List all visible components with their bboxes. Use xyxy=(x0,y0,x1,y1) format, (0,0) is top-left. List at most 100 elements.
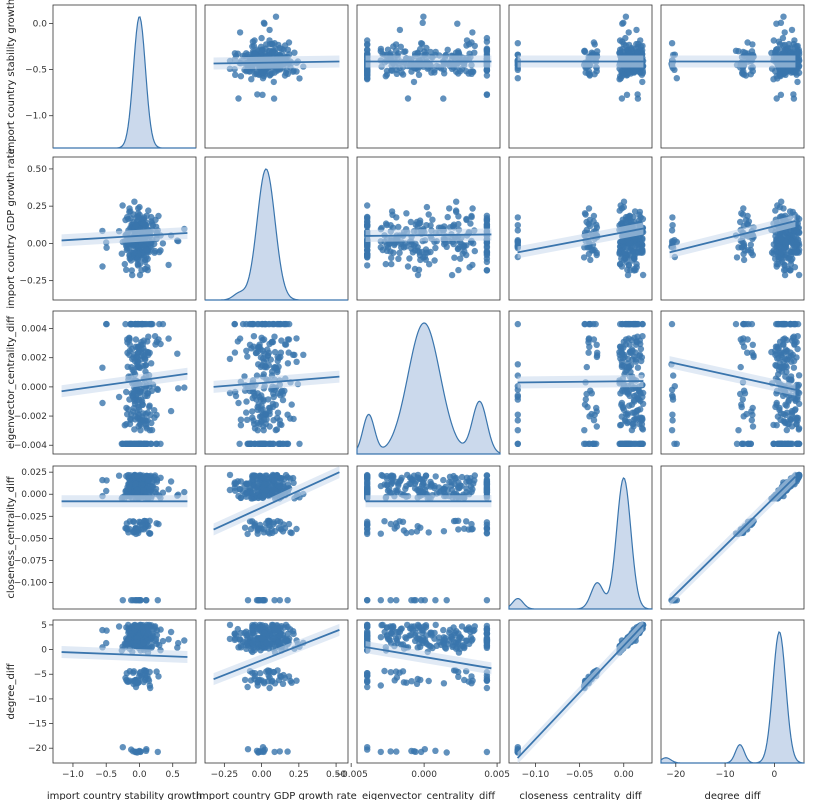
scatter-point xyxy=(414,271,422,279)
scatter-point xyxy=(99,476,106,484)
scatter-point xyxy=(468,212,475,220)
scatter-point xyxy=(590,336,598,343)
scatter-point xyxy=(581,210,589,217)
scatter-point xyxy=(254,320,261,328)
scatter-point xyxy=(745,320,752,328)
scatter-point xyxy=(444,213,451,221)
scatter-point xyxy=(243,320,250,328)
scatter-point xyxy=(254,348,262,355)
scatter-point xyxy=(403,210,410,217)
scatter-point xyxy=(639,389,647,397)
points-group xyxy=(213,621,340,756)
scatter-point xyxy=(258,597,265,604)
y-tick-label: −15 xyxy=(28,720,47,730)
scatter-point xyxy=(276,421,284,428)
scatter-point xyxy=(740,205,747,212)
scatter-point xyxy=(377,682,384,689)
scatter-point xyxy=(775,320,782,328)
scatter-point xyxy=(155,212,162,220)
scatter-point xyxy=(270,390,277,397)
scatter-point xyxy=(143,246,150,254)
scatter-point xyxy=(268,339,275,346)
scatter-point xyxy=(453,198,460,205)
scatter-point xyxy=(483,530,491,537)
scatter-point xyxy=(786,254,793,261)
scatter-point xyxy=(393,674,401,681)
scatter-point xyxy=(469,261,476,269)
scatter-point xyxy=(747,440,754,447)
scatter-point xyxy=(626,341,633,348)
scatter-point xyxy=(282,471,290,479)
kde-curve xyxy=(508,477,653,610)
scatter-point xyxy=(668,427,676,434)
scatter-point xyxy=(671,383,678,390)
panel-frame xyxy=(204,310,349,455)
scatter-point xyxy=(244,631,251,638)
panel-frame xyxy=(356,619,501,764)
scatter-point xyxy=(406,474,414,481)
scatter-point xyxy=(790,333,798,340)
scatter-point xyxy=(265,440,272,447)
kde-curve xyxy=(356,322,501,455)
scatter-point xyxy=(455,479,462,486)
scatter-point xyxy=(140,410,147,417)
scatter-point xyxy=(288,529,295,537)
scatter-point xyxy=(780,13,787,20)
scatter-point xyxy=(126,208,133,216)
scatter-point xyxy=(270,668,278,676)
scatter-point xyxy=(631,254,638,261)
scatter-point xyxy=(637,397,644,405)
scatter-point xyxy=(157,247,164,254)
scatter-point xyxy=(467,220,474,227)
scatter-point xyxy=(514,427,521,434)
scatter-point xyxy=(398,244,405,251)
scatter-point xyxy=(251,51,259,58)
scatter-point xyxy=(668,40,676,47)
scatter-point xyxy=(288,401,295,408)
scatter-point xyxy=(241,524,249,531)
scatter-point xyxy=(244,353,251,360)
scatter-point xyxy=(795,372,803,379)
panel-4-2: −0.005 0.000 0.005 xyxy=(335,619,510,780)
scatter-point xyxy=(442,483,449,491)
points-group xyxy=(61,621,188,756)
y-tick-label: −0.025 xyxy=(14,512,47,522)
scatter-point xyxy=(148,360,155,367)
scatter-point xyxy=(165,486,172,493)
scatter-point xyxy=(277,673,285,680)
scatter-point xyxy=(616,37,624,44)
scatter-point xyxy=(387,481,395,488)
scatter-point xyxy=(235,399,242,407)
scatter-point xyxy=(279,680,287,687)
scatter-point xyxy=(785,247,792,254)
panel-frame xyxy=(204,465,349,610)
scatter-point xyxy=(125,635,132,642)
scatter-point xyxy=(483,521,491,528)
scatter-point xyxy=(469,486,476,493)
scatter-point xyxy=(134,320,141,328)
scatter-point xyxy=(795,51,803,58)
panel-frame xyxy=(356,156,501,301)
scatter-point xyxy=(585,336,592,343)
scatter-point xyxy=(149,222,157,229)
scatter-point xyxy=(181,637,188,644)
scatter-point xyxy=(131,388,138,395)
scatter-point xyxy=(469,29,476,36)
scatter-point xyxy=(274,320,282,328)
scatter-point xyxy=(132,597,140,604)
scatter-point xyxy=(514,75,521,82)
scatter-point xyxy=(140,416,147,424)
scatter-point xyxy=(638,425,646,432)
scatter-point xyxy=(135,679,142,686)
panel-3-3 xyxy=(508,465,653,610)
scatter-point xyxy=(250,333,258,340)
scatter-point xyxy=(140,487,147,494)
scatter-point xyxy=(402,48,409,55)
panel-0-4 xyxy=(660,4,805,149)
scatter-point xyxy=(123,388,130,396)
scatter-point xyxy=(514,320,521,328)
scatter-point xyxy=(451,254,458,261)
scatter-point xyxy=(403,529,410,537)
scatter-point xyxy=(115,393,123,401)
scatter-point xyxy=(442,239,449,246)
